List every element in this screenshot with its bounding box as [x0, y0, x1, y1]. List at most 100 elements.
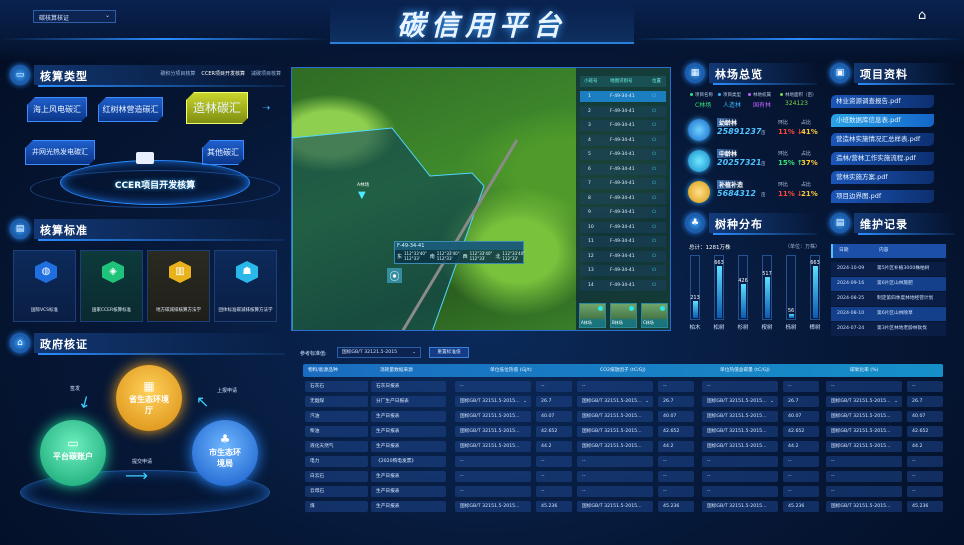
standard-select[interactable]: -- [455, 381, 531, 392]
type-afforestation[interactable]: 造林碳汇 [186, 92, 248, 124]
standard-select[interactable]: 国标GB/T 32151.5-2015... [826, 426, 902, 437]
factor-value[interactable]: 44.2 [536, 441, 572, 452]
factor-value[interactable]: 45.236 [658, 501, 694, 512]
standard-select[interactable]: -- [577, 381, 653, 392]
factor-value[interactable]: -- [907, 456, 943, 467]
factor-value[interactable]: -- [658, 486, 694, 497]
parcel-row[interactable]: 13 F-49-34-41 ⬠ [580, 265, 666, 276]
standard-select[interactable]: -- [702, 471, 778, 482]
standard-select[interactable]: 国标GB/T 32151.5-2015... [455, 441, 531, 452]
factor-value[interactable]: 42.652 [783, 426, 819, 437]
standard-select[interactable]: 国标GB/T 32151.5-2015... [455, 411, 531, 422]
site-thumbnail[interactable]: C林场 [641, 303, 668, 328]
factor-value[interactable]: 40.07 [907, 411, 943, 422]
parcel-row[interactable]: 1 F-49-34-41 ⬠ [580, 91, 666, 102]
factor-value[interactable]: -- [658, 471, 694, 482]
factor-value[interactable]: 45.236 [783, 501, 819, 512]
document-link[interactable]: 项目边界图.pdf [831, 190, 934, 203]
node-province[interactable]: ▦ 省生态环境厅 [116, 365, 182, 431]
standard-select[interactable]: 国标GB/T 32151.5-2015... [702, 411, 778, 422]
factor-value[interactable]: 26.7 [783, 396, 819, 407]
standard-select[interactable]: -- [702, 456, 778, 467]
home-icon[interactable]: ⌂ [918, 8, 927, 23]
standard-card-local[interactable]: ▥ 地方碳减排核算方法学 [147, 250, 210, 322]
location-marker-icon[interactable]: ▼ [358, 190, 366, 201]
standard-select[interactable]: -- [577, 456, 653, 467]
factor-value[interactable]: -- [658, 381, 694, 392]
parcel-row[interactable]: 11 F-49-34-41 ⬠ [580, 236, 666, 247]
type-offshore-wind[interactable]: 海上风电碳汇 [27, 97, 87, 122]
standard-select[interactable]: 国标GB/T 32151.5-2015... [702, 426, 778, 437]
document-link[interactable]: 造林/营林工作实施流程.pdf [831, 152, 934, 165]
parcel-row[interactable]: 7 F-49-34-41 ⬠ [580, 178, 666, 189]
parcel-row[interactable]: 9 F-49-34-41 ⬠ [580, 207, 666, 218]
polygon-location-icon[interactable]: ⬠ [652, 268, 656, 273]
standard-select[interactable]: 国标GB/T 32151.5-2015... [826, 441, 902, 452]
standard-select[interactable]: 国标GB/T 32151.5-2015... ⌄ [826, 396, 902, 407]
ccer-center-label[interactable]: CCER项目开发核算 [114, 181, 196, 191]
standard-select[interactable]: 国标GB/T 32151.5-2015... [826, 411, 902, 422]
standard-select[interactable]: 国标GB/T 32151.5-2015... ⌄ [455, 396, 531, 407]
standard-select[interactable]: -- [702, 381, 778, 392]
parcel-row[interactable]: 3 F-49-34-41 ⬠ [580, 120, 666, 131]
factor-value[interactable]: 26.7 [907, 396, 943, 407]
factor-value[interactable]: -- [658, 456, 694, 467]
factor-value[interactable]: 45.236 [536, 501, 572, 512]
factor-value[interactable]: -- [783, 486, 819, 497]
parcel-row[interactable]: 10 F-49-34-41 ⬠ [580, 221, 666, 233]
factor-value[interactable]: -- [536, 471, 572, 482]
module-select[interactable]: 碳核算核证 ⌄ [33, 10, 116, 23]
factor-value[interactable]: -- [907, 381, 943, 392]
standard-card-vcs[interactable]: ◍ 国际VCS标准 [13, 250, 76, 322]
forest-map[interactable]: A林场 ▼ ⦿ F-49-34-41 东 112°33'40" 112°33' 南 11… [291, 67, 671, 331]
site-thumbnail[interactable]: A林场 [579, 303, 606, 328]
parcel-row[interactable]: 5 F-49-34-41 ⬠ [580, 149, 666, 160]
parcel-row[interactable]: 4 F-49-34-41 ⬠ [580, 134, 666, 146]
reset-standard-button[interactable]: 重置标准值 [429, 347, 469, 358]
standard-card-ccer[interactable]: ◈ 国家CCER核算标准 [80, 250, 143, 322]
node-city[interactable]: ♣ 市生态环境局 [192, 420, 258, 486]
polygon-location-icon[interactable]: ⬠ [652, 166, 656, 172]
standard-select[interactable]: -- [826, 471, 902, 482]
maintenance-row[interactable]: 2024-09-16 第6片区山林施肥 [831, 277, 946, 291]
polygon-location-icon[interactable]: ⬠ [652, 195, 656, 201]
factor-value[interactable]: 42.652 [907, 426, 943, 437]
standard-select[interactable]: 国标GB/T 32151.5-2015... [455, 501, 531, 512]
factor-value[interactable]: -- [783, 456, 819, 467]
standard-select[interactable]: 国标GB/T 32151.5-2015... [577, 441, 653, 452]
site-thumbnail[interactable]: B林场 [610, 303, 637, 328]
polygon-location-icon[interactable]: ⬠ [652, 94, 656, 99]
chevron-down-icon[interactable]: ⌄ [770, 399, 774, 404]
document-link[interactable]: 小班数据库信息表.pdf [831, 114, 934, 127]
standard-select[interactable]: -- [702, 486, 778, 497]
standard-select[interactable]: -- [577, 471, 653, 482]
polygon-location-icon[interactable]: ⬠ [652, 137, 656, 143]
polygon-location-icon[interactable]: ⬠ [652, 152, 656, 157]
parcel-row[interactable]: 6 F-49-34-41 ⬠ [580, 163, 666, 175]
factor-value[interactable]: -- [783, 381, 819, 392]
tab-ccer[interactable]: CCER项目开发核算 [201, 71, 245, 77]
chevron-down-icon[interactable]: ⌄ [894, 399, 898, 404]
standard-select[interactable]: 国标GB/T 32151.5-2015... [702, 501, 778, 512]
standard-select[interactable]: 国标GB/T 32151.5-2015... [455, 426, 531, 437]
parcel-row[interactable]: 2 F-49-34-41 ⬠ [580, 105, 666, 117]
maintenance-row[interactable]: 2024-08-25 制定第四季度林地经营计划 [831, 292, 946, 306]
factor-value[interactable]: -- [536, 456, 572, 467]
chevron-down-icon[interactable]: ⌄ [523, 399, 527, 404]
factor-value[interactable]: 44.2 [783, 441, 819, 452]
standard-select[interactable]: -- [455, 456, 531, 467]
factor-value[interactable]: 44.2 [658, 441, 694, 452]
type-other[interactable]: 其他碳汇 [202, 140, 244, 165]
document-link[interactable]: 林业资源调查报告.pdf [831, 95, 934, 108]
type-mangrove[interactable]: 红树林营造碳汇 [98, 97, 163, 122]
factor-value[interactable]: 40.07 [536, 411, 572, 422]
factor-value[interactable]: 26.7 [536, 396, 572, 407]
parcel-row[interactable]: 14 F-49-34-41 ⬠ [580, 279, 666, 291]
factor-value[interactable]: 26.7 [658, 396, 694, 407]
chevron-down-icon[interactable]: ⌄ [645, 399, 649, 404]
standard-select[interactable]: 国标GB/T 32151.5-2015... [826, 501, 902, 512]
maintenance-row[interactable]: 2024-10-09 第5片区补植3000株柏树 [831, 262, 946, 276]
standard-select[interactable]: -- [577, 486, 653, 497]
polygon-location-icon[interactable]: ⬠ [652, 282, 656, 288]
document-link[interactable]: 营林实施方案.pdf [831, 171, 934, 184]
